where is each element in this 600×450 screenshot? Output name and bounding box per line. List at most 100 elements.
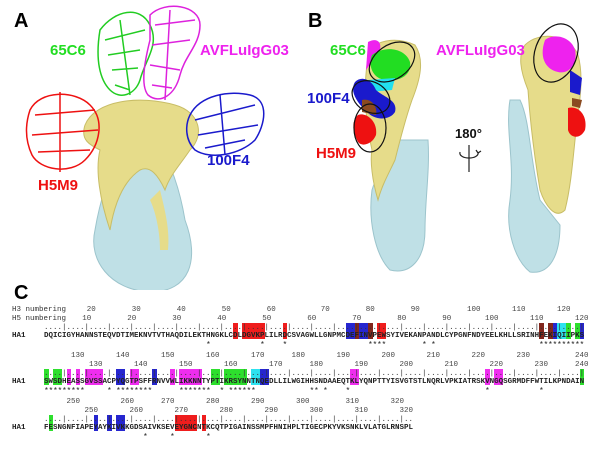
epitope-highlight (116, 415, 125, 431)
conserved-star: * (44, 387, 49, 396)
epitope-highlight (201, 415, 206, 431)
conserved-star: * (138, 387, 144, 396)
h5-number: 280 (219, 407, 234, 415)
conserved-star: * (129, 387, 135, 396)
conserved-star: * (372, 341, 378, 350)
epitope-highlight (48, 415, 53, 431)
epitope-highlight (53, 369, 62, 385)
conserved-star: * (170, 433, 175, 442)
conserved-star: * (377, 341, 382, 350)
epitope-highlight (485, 369, 490, 385)
conserved-star: * (233, 387, 238, 396)
h3-number: 320 (390, 398, 405, 406)
h3-number: 240 (574, 352, 589, 360)
epitope-highlight (494, 369, 503, 385)
epitope-highlight (282, 323, 287, 339)
fab-65c6 (97, 11, 155, 96)
h5-number: 120 (574, 315, 589, 323)
ha-monomer-back (508, 23, 586, 273)
conserved-star: * (575, 341, 580, 350)
h5-number: 140 (133, 361, 148, 369)
epitope-highlight (539, 323, 544, 339)
h3-number: 290 (250, 398, 265, 406)
conserved-star: * (57, 387, 63, 396)
h3-number: 190 (336, 352, 351, 360)
panel-a-structure (25, 5, 265, 290)
h3-number: 310 (345, 398, 360, 406)
h3-number: 210 (426, 352, 441, 360)
h5-number: 70 (352, 315, 362, 323)
conserved-star: * (579, 341, 585, 350)
epitope-highlight (242, 323, 265, 339)
h3-number: 90 (410, 306, 420, 314)
conserved-star: * (107, 387, 112, 396)
conserved-star: * (206, 341, 211, 350)
conserved-star: * (188, 387, 193, 396)
conserved-star: * (125, 387, 130, 396)
conserved-star: * (201, 387, 207, 396)
h5-number: 80 (397, 315, 407, 323)
rotation-label: 180° (455, 126, 482, 141)
epitope-highlight (251, 369, 260, 385)
conserved-star: * (557, 341, 562, 350)
h5-number: 200 (399, 361, 414, 369)
conserved-star: * (228, 387, 234, 396)
h3-number: 260 (120, 398, 135, 406)
chain-label: HA1 (12, 378, 26, 386)
chain-label: HA1 (12, 332, 26, 340)
conserved-star: * (183, 387, 189, 396)
epitope-highlight (345, 323, 355, 339)
epitope-highlight (224, 369, 247, 385)
conserved-star: * (345, 387, 351, 396)
conserved-star: * (260, 341, 265, 350)
ruler: ....|....|....|....|....|....|....|....|… (44, 416, 414, 424)
conserved-star: * (143, 433, 148, 442)
conserved-star: * (323, 387, 328, 396)
h3-number: 30 (131, 306, 141, 314)
rotation-icon (459, 145, 482, 172)
sequence: FESNGNFIAPEYAYKIVKKGDSAIVKSEVEYGNCNTKCQT… (44, 424, 414, 432)
epitope-highlight (368, 323, 373, 339)
conserved-star: * (422, 341, 427, 350)
epitope-highlight (170, 369, 175, 385)
h3-number: 300 (295, 398, 310, 406)
conserved-star: * (282, 341, 288, 350)
h3-number: 110 (511, 306, 526, 314)
h5-number: 270 (174, 407, 189, 415)
label-65c6-b: 65C6 (330, 42, 366, 59)
epitope-highlight (129, 369, 139, 385)
conserved-star: * (116, 387, 121, 396)
conserved-star: * (75, 387, 81, 396)
conserved-star: * (561, 341, 567, 350)
epitope-highlight (377, 323, 386, 339)
chain-label: HA1 (12, 424, 26, 432)
epitope-highlight (107, 415, 112, 431)
h5-number: 230 (534, 361, 549, 369)
h3-number: 120 (556, 306, 571, 314)
h3-number: 80 (365, 306, 375, 314)
epitope-highlight (192, 415, 197, 431)
conserved-star: * (539, 341, 544, 350)
conserved-star: * (251, 387, 256, 396)
fab-100f4 (185, 92, 265, 156)
label-h5m9-b: H5M9 (316, 145, 357, 162)
h5-number: 110 (529, 315, 544, 323)
h3-number: 100 (466, 306, 481, 314)
h5-number: 240 (574, 361, 589, 369)
conserved-star: * (206, 387, 211, 396)
epitope-highlight (359, 323, 368, 339)
conserved-star: * (206, 433, 211, 442)
epitope-highlight (350, 369, 359, 385)
epitope-highlight (354, 323, 359, 339)
sequence: DQICIGYHANNSTEQVDTIMEKNVTVTHAQDILEKTHNGK… (44, 332, 585, 340)
h5-number: 50 (262, 315, 272, 323)
h5-number: 20 (127, 315, 137, 323)
panel-b-structure (351, 23, 586, 273)
conserved-star: * (192, 387, 198, 396)
h3-number: 50 (221, 306, 231, 314)
epitope-highlight (552, 323, 557, 339)
epitope-highlight (66, 369, 71, 385)
conserved-star: * (134, 387, 139, 396)
h3-number: 200 (381, 352, 396, 360)
